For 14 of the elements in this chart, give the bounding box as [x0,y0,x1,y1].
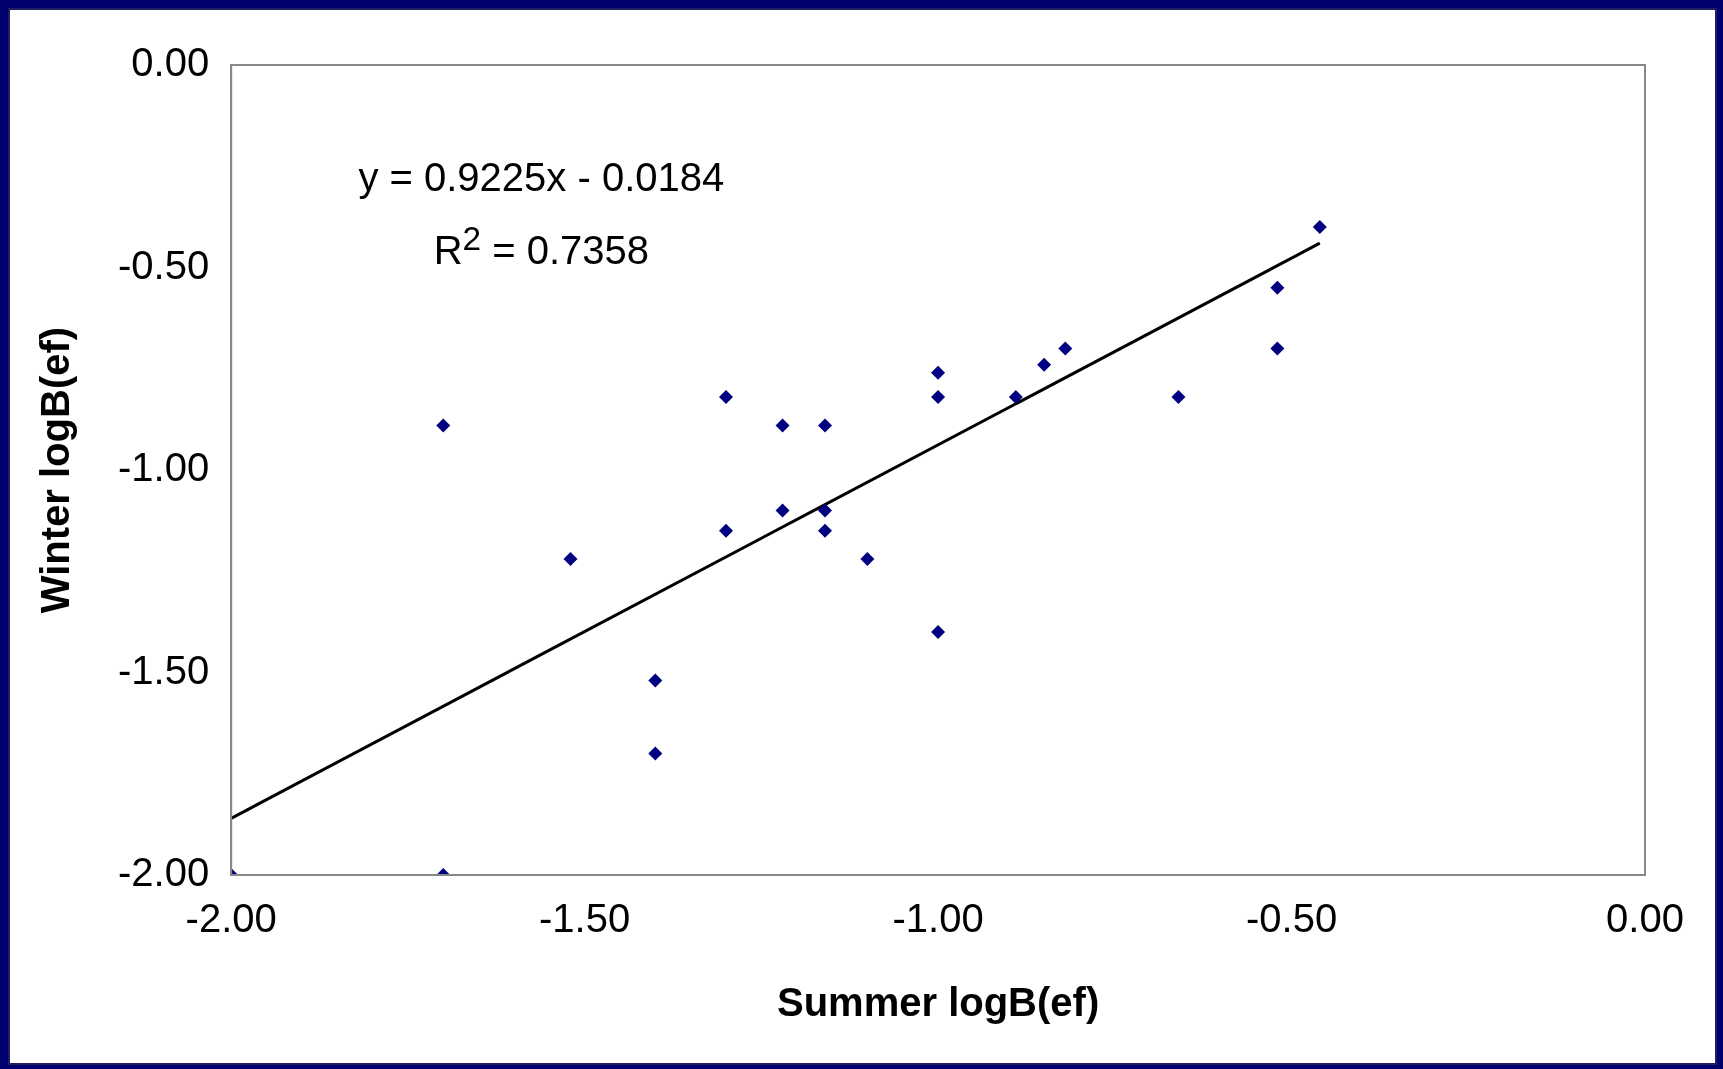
y-tick-label: 0.00 [131,40,210,85]
y-tick-label: -1.00 [118,445,210,490]
x-tick-label: 0.00 [1606,896,1684,941]
y-tick-label: -2.00 [118,850,210,895]
x-tick-label: -2.00 [185,896,277,941]
y-tick-label: -0.50 [118,242,210,287]
annotation: y = 0.9225x - 0.0184 [358,154,725,201]
x-tick-label: -1.50 [539,896,631,941]
y-tick-label: -1.50 [118,647,210,692]
x-axis-title: Summer logB(ef) [776,980,1100,1025]
annotation: R$^{2}$ = 0.7358 [432,219,650,275]
x-tick-label: -1.00 [892,896,984,941]
x-tick-label: -0.50 [1245,896,1338,941]
y-axis-title: Winter logB(ef) [33,326,78,614]
